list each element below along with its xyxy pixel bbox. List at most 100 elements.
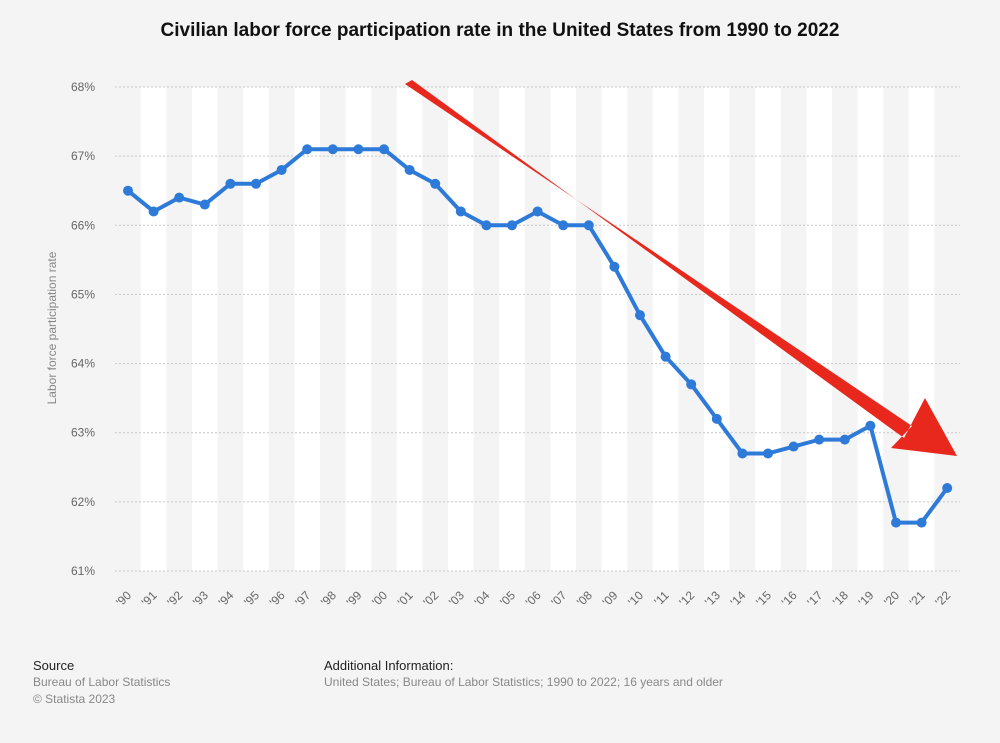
column-band: [294, 87, 320, 571]
column-band: [601, 87, 628, 571]
column-band: [550, 87, 576, 571]
x-tick-label: '95: [241, 588, 262, 609]
x-tick-label: '90: [113, 588, 134, 609]
y-axis-tick-labels: 61% 62% 63% 64% 65% 66% 67% 68%: [71, 80, 95, 578]
data-point: [225, 178, 236, 189]
x-tick-label: '01: [395, 588, 416, 609]
data-point: [660, 351, 671, 362]
x-tick-label: '14: [728, 588, 749, 609]
additional-info-block: Additional Information: United States; B…: [324, 657, 723, 691]
additional-info-text: United States; Bureau of Labor Statistic…: [324, 675, 723, 689]
chart-title: Civilian labor force participation rate …: [160, 20, 840, 41]
x-tick-label: '93: [190, 588, 211, 609]
y-tick-label: 63%: [71, 426, 95, 440]
data-point: [916, 517, 927, 528]
x-tick-label: '03: [446, 588, 467, 609]
y-tick-label: 66%: [71, 218, 95, 232]
data-point: [379, 144, 389, 155]
data-point: [558, 220, 569, 231]
data-point: [430, 178, 441, 189]
x-tick-label: '09: [600, 588, 621, 609]
data-point: [686, 379, 697, 390]
data-point: [174, 192, 185, 203]
data-point: [865, 420, 876, 431]
y-tick-label: 62%: [71, 495, 95, 509]
x-tick-label: '07: [548, 588, 569, 609]
x-tick-label: '12: [676, 588, 697, 609]
red-arrow-annotation: [405, 80, 957, 456]
source-block: Source Bureau of Labor Statistics © Stat…: [33, 657, 170, 708]
column-band: [806, 87, 832, 571]
data-point: [635, 310, 645, 321]
data-point: [276, 164, 287, 175]
x-tick-label: '11: [651, 588, 672, 609]
x-tick-label: '20: [881, 588, 902, 609]
gridlines: [115, 86, 960, 572]
data-point: [251, 178, 261, 189]
y-tick-label: 67%: [71, 149, 95, 163]
column-band: [652, 87, 679, 571]
x-tick-label: '04: [472, 588, 493, 609]
data-point: [891, 517, 901, 528]
copyright-line: © Statista 2023: [33, 692, 116, 706]
x-tick-label: '10: [625, 588, 646, 609]
data-point: [814, 434, 825, 445]
y-tick-label: 64%: [71, 357, 95, 371]
column-band: [857, 87, 884, 571]
x-tick-label: '00: [369, 588, 390, 609]
source-heading: Source: [33, 658, 75, 673]
data-point: [353, 144, 364, 155]
data-point: [839, 434, 850, 445]
x-tick-label: '96: [267, 588, 288, 609]
data-point: [199, 199, 210, 210]
x-tick-label: '92: [164, 588, 185, 609]
data-point: [148, 206, 159, 217]
column-band: [396, 87, 423, 571]
y-tick-label: 65%: [71, 287, 95, 301]
column-band: [140, 87, 167, 571]
column-band: [499, 87, 525, 571]
data-point: [737, 448, 748, 459]
x-tick-label: '91: [139, 588, 160, 609]
data-points: [123, 144, 953, 528]
data-point: [711, 413, 722, 424]
x-tick-label: '21: [907, 588, 928, 609]
x-tick-label: '08: [574, 588, 595, 609]
data-point: [788, 441, 799, 452]
data-point: [455, 206, 466, 217]
data-point: [609, 261, 620, 272]
y-axis-label: Labor force participation rate: [45, 251, 59, 404]
x-tick-label: '15: [753, 588, 774, 609]
x-tick-label: '06: [523, 588, 544, 609]
x-tick-label: '13: [702, 588, 723, 609]
data-point: [404, 164, 415, 175]
line-chart: 61% 62% 63% 64% 65% 66% 67% 68% '90'91'92'93'94…: [45, 80, 960, 609]
x-tick-label: '19: [856, 588, 877, 609]
column-band: [704, 87, 730, 571]
y-tick-label: 61%: [71, 564, 95, 578]
column-band: [243, 87, 269, 571]
column-bands: [140, 87, 935, 571]
column-band: [345, 87, 372, 571]
data-point: [507, 220, 517, 231]
data-point: [327, 144, 338, 155]
data-point: [302, 144, 313, 155]
column-band: [448, 87, 474, 571]
column-band: [192, 87, 218, 571]
x-tick-label: '99: [344, 588, 365, 609]
data-point: [583, 220, 594, 231]
data-point: [942, 483, 953, 494]
column-band: [908, 87, 935, 571]
x-axis-tick-labels: '90'91'92'93'94'95'96'97'98'99'00'01'02 '…: [113, 588, 953, 609]
x-tick-label: '18: [830, 588, 851, 609]
y-tick-label: 68%: [71, 80, 95, 94]
x-tick-label: '22: [932, 588, 953, 609]
data-point: [532, 206, 543, 217]
x-tick-label: '16: [779, 588, 800, 609]
data-point: [481, 220, 492, 231]
source-line: Bureau of Labor Statistics: [33, 675, 171, 689]
x-tick-label: '17: [804, 588, 825, 609]
arrow-shape: [405, 80, 957, 456]
x-tick-label: '97: [292, 588, 313, 609]
data-point: [123, 185, 133, 196]
